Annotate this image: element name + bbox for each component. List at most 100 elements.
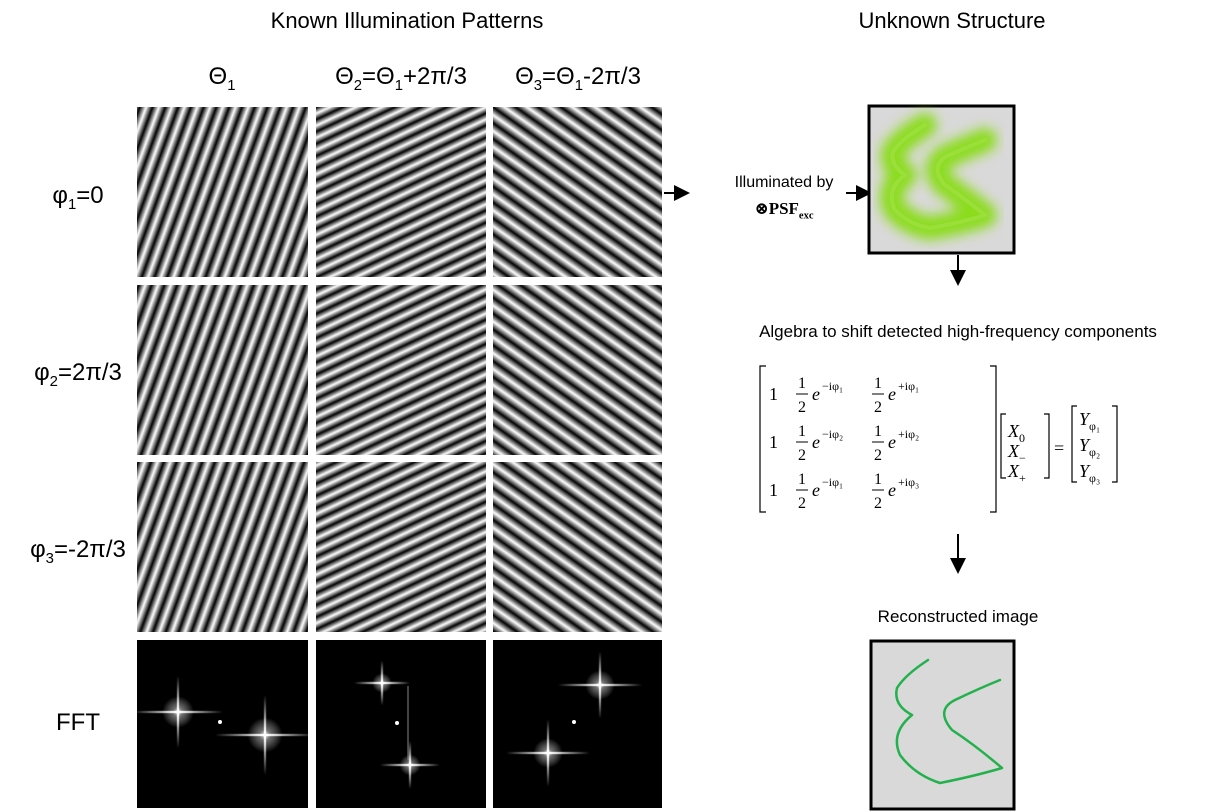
- exponent: −iφ₂: [822, 427, 843, 441]
- label: φ2=2π/3: [34, 359, 122, 390]
- subscript: 1: [227, 78, 235, 94]
- subscript: +: [1019, 471, 1026, 485]
- label: FFT: [56, 709, 100, 736]
- subscript: 2: [354, 78, 362, 94]
- vector-entry: Yφ₂: [1079, 435, 1100, 459]
- pattern: [137, 107, 308, 277]
- pattern: [137, 285, 308, 455]
- text-run: FFT: [56, 709, 100, 736]
- numerator: 1: [874, 471, 882, 488]
- text-run: φ: [52, 182, 68, 209]
- denominator: 2: [874, 399, 882, 416]
- bracket: [990, 366, 996, 512]
- vector-entry: Yφ₃: [1079, 461, 1100, 485]
- numerator: 1: [874, 375, 882, 392]
- denominator: 2: [874, 495, 882, 512]
- bracket: [760, 366, 766, 512]
- text-run: =Θ: [542, 63, 575, 90]
- text-run: =2π/3: [58, 359, 122, 386]
- subscript: 3: [534, 78, 542, 94]
- text-run: ⊗PSF: [754, 199, 798, 218]
- subscript: 1: [68, 197, 76, 213]
- base: e: [812, 384, 820, 404]
- bracket: [1001, 414, 1006, 478]
- column-headers: Θ1Θ2=Θ1+2π/3Θ3=Θ1-2π/3: [209, 63, 641, 94]
- denominator: 2: [798, 447, 806, 464]
- fft-ray: [264, 695, 266, 775]
- subscript: φ₂: [1089, 445, 1100, 459]
- subscript: 0: [1019, 431, 1025, 445]
- fft-center: [218, 720, 222, 724]
- result-caption: Reconstructed image: [878, 607, 1039, 626]
- subscript: 1: [395, 78, 403, 94]
- text-run: -2π/3: [583, 63, 641, 90]
- text-run: φ: [30, 536, 46, 563]
- subscript: 2: [50, 374, 58, 390]
- label: φ1=0: [52, 182, 103, 213]
- label: Θ2=Θ1+2π/3: [335, 63, 467, 94]
- subscript: φ₁: [1089, 419, 1100, 433]
- matrix-entry: 1: [769, 480, 778, 500]
- fft-grid: [133, 640, 662, 808]
- fft-ray: [599, 651, 601, 718]
- subscript: 1: [575, 78, 583, 94]
- exponent: −iφ₁: [822, 379, 843, 393]
- subscript: exc: [799, 210, 814, 221]
- fft-panel: [137, 640, 308, 808]
- denominator: 2: [798, 495, 806, 512]
- text-run: +2π/3: [403, 63, 467, 90]
- label: ⊗PSFexc: [754, 199, 813, 221]
- fft-center: [572, 720, 576, 724]
- exponent: +iφ₂: [898, 427, 919, 441]
- fft-panel: [493, 640, 662, 808]
- base: e: [812, 432, 820, 452]
- bracket: [1072, 406, 1077, 482]
- text-run: =0: [76, 182, 103, 209]
- numerator: 1: [798, 375, 806, 392]
- pattern: [493, 285, 662, 455]
- subscript: −: [1019, 451, 1026, 465]
- exponent: −iφ₁: [822, 475, 843, 489]
- subscript: 3: [46, 551, 54, 567]
- structure-box: [869, 106, 1014, 253]
- matrix-entry: 1: [769, 432, 778, 452]
- text-run: Θ: [209, 63, 228, 90]
- diagram: Known Illumination Patterns Unknown Stru…: [0, 0, 1215, 812]
- denominator: 2: [798, 399, 806, 416]
- bracket: [1044, 414, 1049, 478]
- numerator: 1: [798, 471, 806, 488]
- reconstructed-box: [871, 641, 1014, 809]
- numerator: 1: [874, 423, 882, 440]
- bracket: [1112, 406, 1117, 482]
- fft-center: [395, 721, 399, 725]
- pattern: [493, 107, 662, 277]
- illumination-label: Illuminated by: [735, 174, 834, 191]
- text-run: Θ: [515, 63, 534, 90]
- pattern: [137, 462, 308, 632]
- fft-ray: [177, 676, 179, 748]
- exponent: +iφ₃: [898, 475, 919, 489]
- base: e: [888, 480, 896, 500]
- page: Known Illumination Patterns Unknown Stru…: [0, 0, 1215, 812]
- pattern: [316, 285, 486, 455]
- vector-entry: Yφ₁: [1079, 409, 1100, 433]
- label: Θ3=Θ1-2π/3: [515, 63, 641, 94]
- text-run: =Θ: [362, 63, 395, 90]
- pattern-grid: [137, 107, 662, 632]
- left-title: Known Illumination Patterns: [271, 8, 544, 33]
- pattern: [316, 462, 486, 632]
- fft-ray: [381, 661, 383, 706]
- pattern: [493, 462, 662, 632]
- text-run: φ: [34, 359, 50, 386]
- label: Θ1: [209, 63, 236, 94]
- text-run: Θ: [335, 63, 354, 90]
- algebra-caption: Algebra to shift detected high-frequency…: [759, 322, 1157, 341]
- right-title: Unknown Structure: [858, 8, 1045, 33]
- base: e: [888, 432, 896, 452]
- fft-ray: [547, 719, 549, 786]
- fft-ray: [409, 741, 411, 789]
- text-run: =-2π/3: [54, 536, 126, 563]
- exponent: +iφ₁: [898, 379, 919, 393]
